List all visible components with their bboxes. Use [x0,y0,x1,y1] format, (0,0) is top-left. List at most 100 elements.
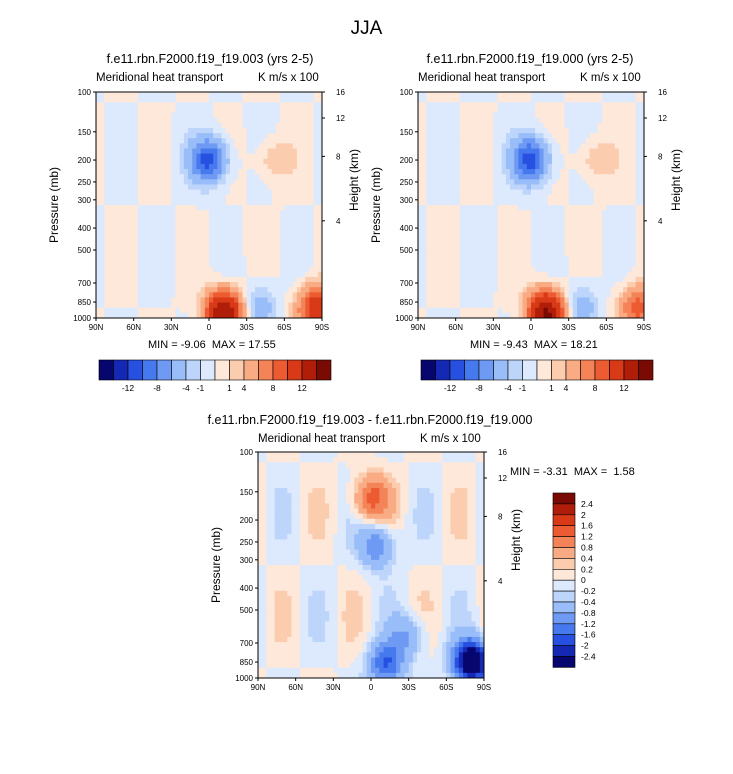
heatmap-cell [142,112,147,119]
heatmap-cell [196,92,202,98]
heatmap-cell [451,189,457,196]
heatmap-cell [459,117,465,124]
heatmap-cell [150,122,155,129]
panel-1-stats: MIN = -9.06 MAX = 17.55 [148,339,276,351]
heatmap-cell [497,210,503,216]
heatmap-cell [560,107,565,113]
heatmap-cell [229,271,235,278]
heatmap-cell [468,148,473,155]
heatmap-cell [623,148,628,155]
heatmap-cell [225,199,231,206]
heatmap-cell [313,205,319,211]
heatmap-cell [497,148,503,155]
heatmap-cell [518,220,524,226]
heatmap-cell [108,210,114,216]
heatmap-cell [484,220,490,226]
heatmap-cell [443,256,448,262]
heatmap-cell [229,312,235,319]
heatmap-cell [275,205,281,211]
heatmap-cell [526,117,532,124]
heatmap-cell [577,271,582,278]
heatmap-cell [242,240,248,247]
heatmap-cell [556,287,561,293]
heatmap-cell [585,240,590,247]
heatmap-cell [146,174,151,180]
heatmap-cell [535,179,540,185]
heatmap-cell [255,276,260,283]
heatmap-cell [459,215,465,221]
heatmap-cell [531,225,536,232]
heatmap-cell [112,117,118,124]
heatmap-cell [125,251,130,257]
heatmap-cell [489,282,494,288]
y-right-tick-label: 12 [658,114,667,123]
heatmap-cell [602,158,607,165]
heatmap-cell [266,662,271,669]
heatmap-cell [309,220,315,226]
heatmap-cell [137,312,143,319]
heatmap-cell [108,92,114,98]
heatmap-cell [183,189,189,196]
heatmap-cell [635,117,641,124]
heatmap-cell [301,189,306,196]
heatmap-cell [593,92,599,98]
heatmap-cell [434,220,440,226]
heatmap-cell [175,261,181,268]
heatmap-cell [250,92,256,98]
heatmap-cell [593,158,599,165]
heatmap-cell [262,631,267,638]
heatmap-cell [262,487,267,494]
heatmap-cell [213,297,218,303]
heatmap-cell [296,271,302,278]
heatmap-cell [167,143,172,149]
heatmap-cell [631,107,637,113]
heatmap-cell [635,107,641,113]
heatmap-cell [288,215,294,221]
heatmap-cell [434,127,440,134]
heatmap-cell [305,210,310,216]
heatmap-cell [246,163,252,170]
heatmap-cell [639,266,645,273]
heatmap-cell [560,312,565,319]
heatmap-cell [179,246,185,252]
heatmap-cell [476,210,482,216]
heatmap-cell [606,127,611,134]
heatmap-cell [564,266,570,273]
heatmap-cell [125,133,130,139]
heatmap-cell [564,225,570,232]
heatmap-cell [288,292,294,298]
heatmap-cell [100,292,105,298]
heatmap-cell [547,199,553,206]
heatmap-cell [476,246,482,252]
heatmap-cell [266,482,271,489]
heatmap-cell [551,143,557,149]
heatmap-cell [262,611,267,617]
heatmap-cell [526,194,532,201]
heatmap-cell [116,174,122,180]
heatmap-cell [505,240,511,247]
heatmap-cell [531,184,536,190]
heatmap-cell [551,163,557,170]
heatmap-cell [158,92,164,98]
heatmap-cell [267,174,273,180]
heatmap-cell [514,179,519,185]
heatmap-cell [305,179,310,185]
heatmap-cell [267,235,273,242]
heatmap-cell [112,92,118,98]
heatmap-cell [162,282,168,288]
heatmap-cell [618,205,624,211]
heatmap-cell [539,179,544,185]
heatmap-cell [301,297,306,303]
heatmap-cell [229,97,235,103]
heatmap-cell [589,215,595,221]
heatmap-cell [255,266,260,273]
heatmap-cell [472,287,477,293]
heatmap-cell [551,117,557,124]
heatmap-cell [547,163,553,170]
heatmap-cell [188,240,193,247]
heatmap-cell [121,235,126,242]
heatmap-cell [259,163,264,170]
heatmap-cell [100,143,105,149]
heatmap-cell [150,266,155,273]
heatmap-cell [430,153,436,160]
